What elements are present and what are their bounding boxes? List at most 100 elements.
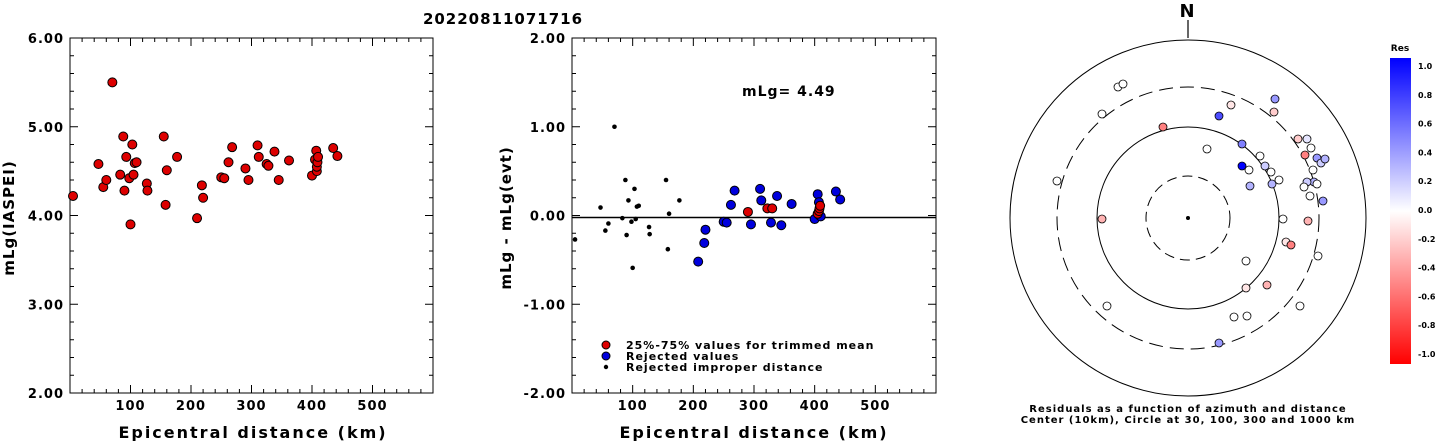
data-point-improper (626, 198, 631, 203)
panel1-ticks: 100 200 300 400 500 2.00 3.00 4.00 5.00 6.00 (28, 32, 434, 414)
data-point (219, 173, 230, 184)
data-point-rejected (725, 199, 736, 210)
data-point-rejected (765, 217, 776, 228)
y-tick-label: -2.00 (524, 387, 566, 402)
polar-point (1237, 139, 1247, 149)
data-point-rejected (772, 190, 783, 201)
colorbar-tick-label: 0.6 (1418, 120, 1433, 129)
data-point (107, 77, 118, 88)
panel1-points (68, 77, 343, 230)
data-point-improper (572, 237, 578, 242)
legend-label-improper: Rejected improper distance (626, 361, 823, 374)
colorbar-title: Res (1391, 44, 1409, 54)
panel2-legend: 25%-75% values for trimmed mean Rejected… (601, 339, 873, 374)
x-tick-label: 100 (618, 399, 648, 414)
polar-point (1052, 176, 1062, 186)
y-tick-label: 6.00 (28, 32, 64, 47)
data-point-improper (623, 177, 628, 183)
panel2-ylabel: mLg - mLg(evt) (497, 146, 515, 289)
data-point (160, 199, 171, 210)
polar-point (1241, 283, 1251, 293)
y-tick-label: 2.00 (28, 387, 64, 402)
data-point-trimmed (742, 206, 753, 217)
polar-point (1299, 182, 1309, 192)
data-point (172, 151, 183, 162)
polar-point (1097, 109, 1107, 119)
panel-mlg-iaspei: 100 200 300 400 500 2.00 3.00 4.00 5.00 6.00 Epic… (0, 32, 434, 441)
y-tick-label: 0.00 (530, 210, 566, 225)
legend-label-rejected: Rejected values (626, 350, 739, 363)
data-point-improper (598, 205, 603, 210)
polar-point (1241, 256, 1251, 266)
data-point (118, 131, 129, 142)
data-point (196, 180, 207, 191)
y-tick-label: -1.00 (524, 298, 566, 313)
data-point (253, 151, 264, 162)
colorbar: Res 1.0 0.8 0.6 0.4 0.2 0.0 -0.2 -0.4 -0.6 -0.8 -1… (1390, 44, 1436, 364)
data-point-rejected (776, 220, 787, 231)
polar-point (1302, 134, 1312, 144)
colorbar-gradient (1390, 58, 1411, 364)
panel2-xlabel: Epicentral distance (km) (619, 423, 888, 441)
colorbar-tick-label: -0.8 (1418, 321, 1436, 330)
data-point (269, 146, 280, 157)
north-label: N (1179, 1, 1196, 22)
data-point-improper (606, 221, 611, 226)
x-tick-label: 400 (800, 399, 830, 414)
polar-point (1245, 181, 1255, 191)
polar-point (1318, 196, 1328, 206)
data-point (131, 157, 142, 168)
polar-point (1312, 179, 1322, 189)
data-point-improper (630, 265, 635, 271)
polar-point (1244, 165, 1254, 175)
data-point-rejected (729, 185, 740, 196)
data-point (332, 151, 343, 162)
polar-point (1260, 161, 1270, 171)
colorbar-tick-label: -0.4 (1418, 264, 1436, 273)
colorbar-tick-label: 1.0 (1418, 62, 1433, 71)
circle-1000km (1009, 39, 1367, 397)
polar-point (1293, 134, 1303, 144)
polar-point (1270, 94, 1280, 104)
data-point-improper (632, 186, 637, 192)
panel2-ticks: 100 200 300 400 500 -2.00 -1.00 0.00 1.00 2.00 (524, 32, 937, 414)
polar-point (1214, 111, 1224, 121)
x-tick-label: 200 (176, 399, 206, 414)
data-point (101, 175, 112, 185)
colorbar-tick-label: -1.0 (1418, 350, 1436, 359)
polar-point (1269, 107, 1279, 117)
data-point-improper (666, 211, 672, 217)
x-tick-label: 200 (678, 399, 708, 414)
polar-point (1306, 143, 1316, 153)
data-point (68, 190, 79, 201)
data-point-improper (624, 232, 629, 238)
data-point (223, 157, 234, 168)
data-point-rejected (700, 224, 711, 235)
x-tick-label: 300 (236, 399, 266, 414)
polar-point (1214, 338, 1224, 348)
colorbar-tick-label: -0.6 (1418, 292, 1436, 301)
data-point-improper (646, 224, 652, 230)
data-point-improper (629, 219, 634, 225)
data-point-improper (603, 228, 608, 233)
data-point-rejected (745, 219, 756, 230)
data-point-trimmed (815, 200, 826, 211)
panel1-ylabel: mLg(IASPEI) (0, 160, 18, 275)
polar-point (1286, 240, 1296, 250)
panel-residuals: 100 200 300 400 500 -2.00 -1.00 0.00 1.00 2.00 mL… (497, 32, 937, 441)
polar-caption-2: Center (10km), Circle at 30, 100, 300 an… (1021, 415, 1356, 426)
colorbar-tick-label: 0.4 (1418, 148, 1433, 157)
data-point (273, 175, 284, 185)
data-point (263, 160, 274, 171)
polar-point (1266, 167, 1276, 177)
data-point-improper (663, 177, 669, 183)
data-point (240, 163, 251, 174)
data-point-improper (620, 215, 625, 221)
data-point-improper (665, 246, 671, 252)
polar-point (1278, 214, 1288, 224)
data-point (252, 140, 263, 151)
data-point (328, 143, 339, 154)
legend-marker-improper (603, 364, 609, 370)
data-point (125, 219, 136, 230)
